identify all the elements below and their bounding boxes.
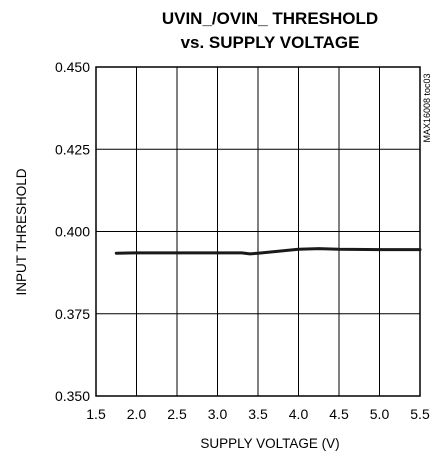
grid-lines xyxy=(95,66,421,397)
y-axis-label: INPUT THRESHOLD xyxy=(14,168,29,295)
x-tick-label-5: 4.0 xyxy=(289,406,309,422)
plot-frame xyxy=(95,66,421,397)
x-tick-label-3: 3.0 xyxy=(208,406,228,422)
y-tick-label-2: 0.400 xyxy=(55,224,90,240)
series-line xyxy=(114,247,422,256)
y-tick-label-4: 0.350 xyxy=(55,388,90,404)
y-tick-label-3: 0.375 xyxy=(55,306,90,322)
x-tick-labels: 1.5 2.0 2.5 3.0 3.5 4.0 4.5 5.0 5.5 xyxy=(86,406,430,422)
x-tick-label-0: 1.5 xyxy=(86,406,106,422)
x-tick-label-1: 2.0 xyxy=(127,406,147,422)
y-tick-labels: 0.450 0.425 0.400 0.375 0.350 xyxy=(55,59,90,404)
x-tick-label-6: 4.5 xyxy=(329,406,349,422)
chart-title-line1: UVIN_/OVIN_ THRESHOLD xyxy=(162,9,378,28)
y-tick-label-0: 0.450 xyxy=(55,59,90,75)
x-tick-label-2: 2.5 xyxy=(167,406,187,422)
x-tick-label-4: 3.5 xyxy=(248,406,268,422)
x-tick-label-7: 5.0 xyxy=(370,406,390,422)
y-tick-label-1: 0.425 xyxy=(55,141,90,157)
figure-note: MAX16008 toc03 xyxy=(422,73,432,142)
chart-title-line2: vs. SUPPLY VOLTAGE xyxy=(181,33,360,52)
x-axis-label: SUPPLY VOLTAGE (V) xyxy=(200,436,339,451)
x-tick-label-8: 5.5 xyxy=(410,406,430,422)
